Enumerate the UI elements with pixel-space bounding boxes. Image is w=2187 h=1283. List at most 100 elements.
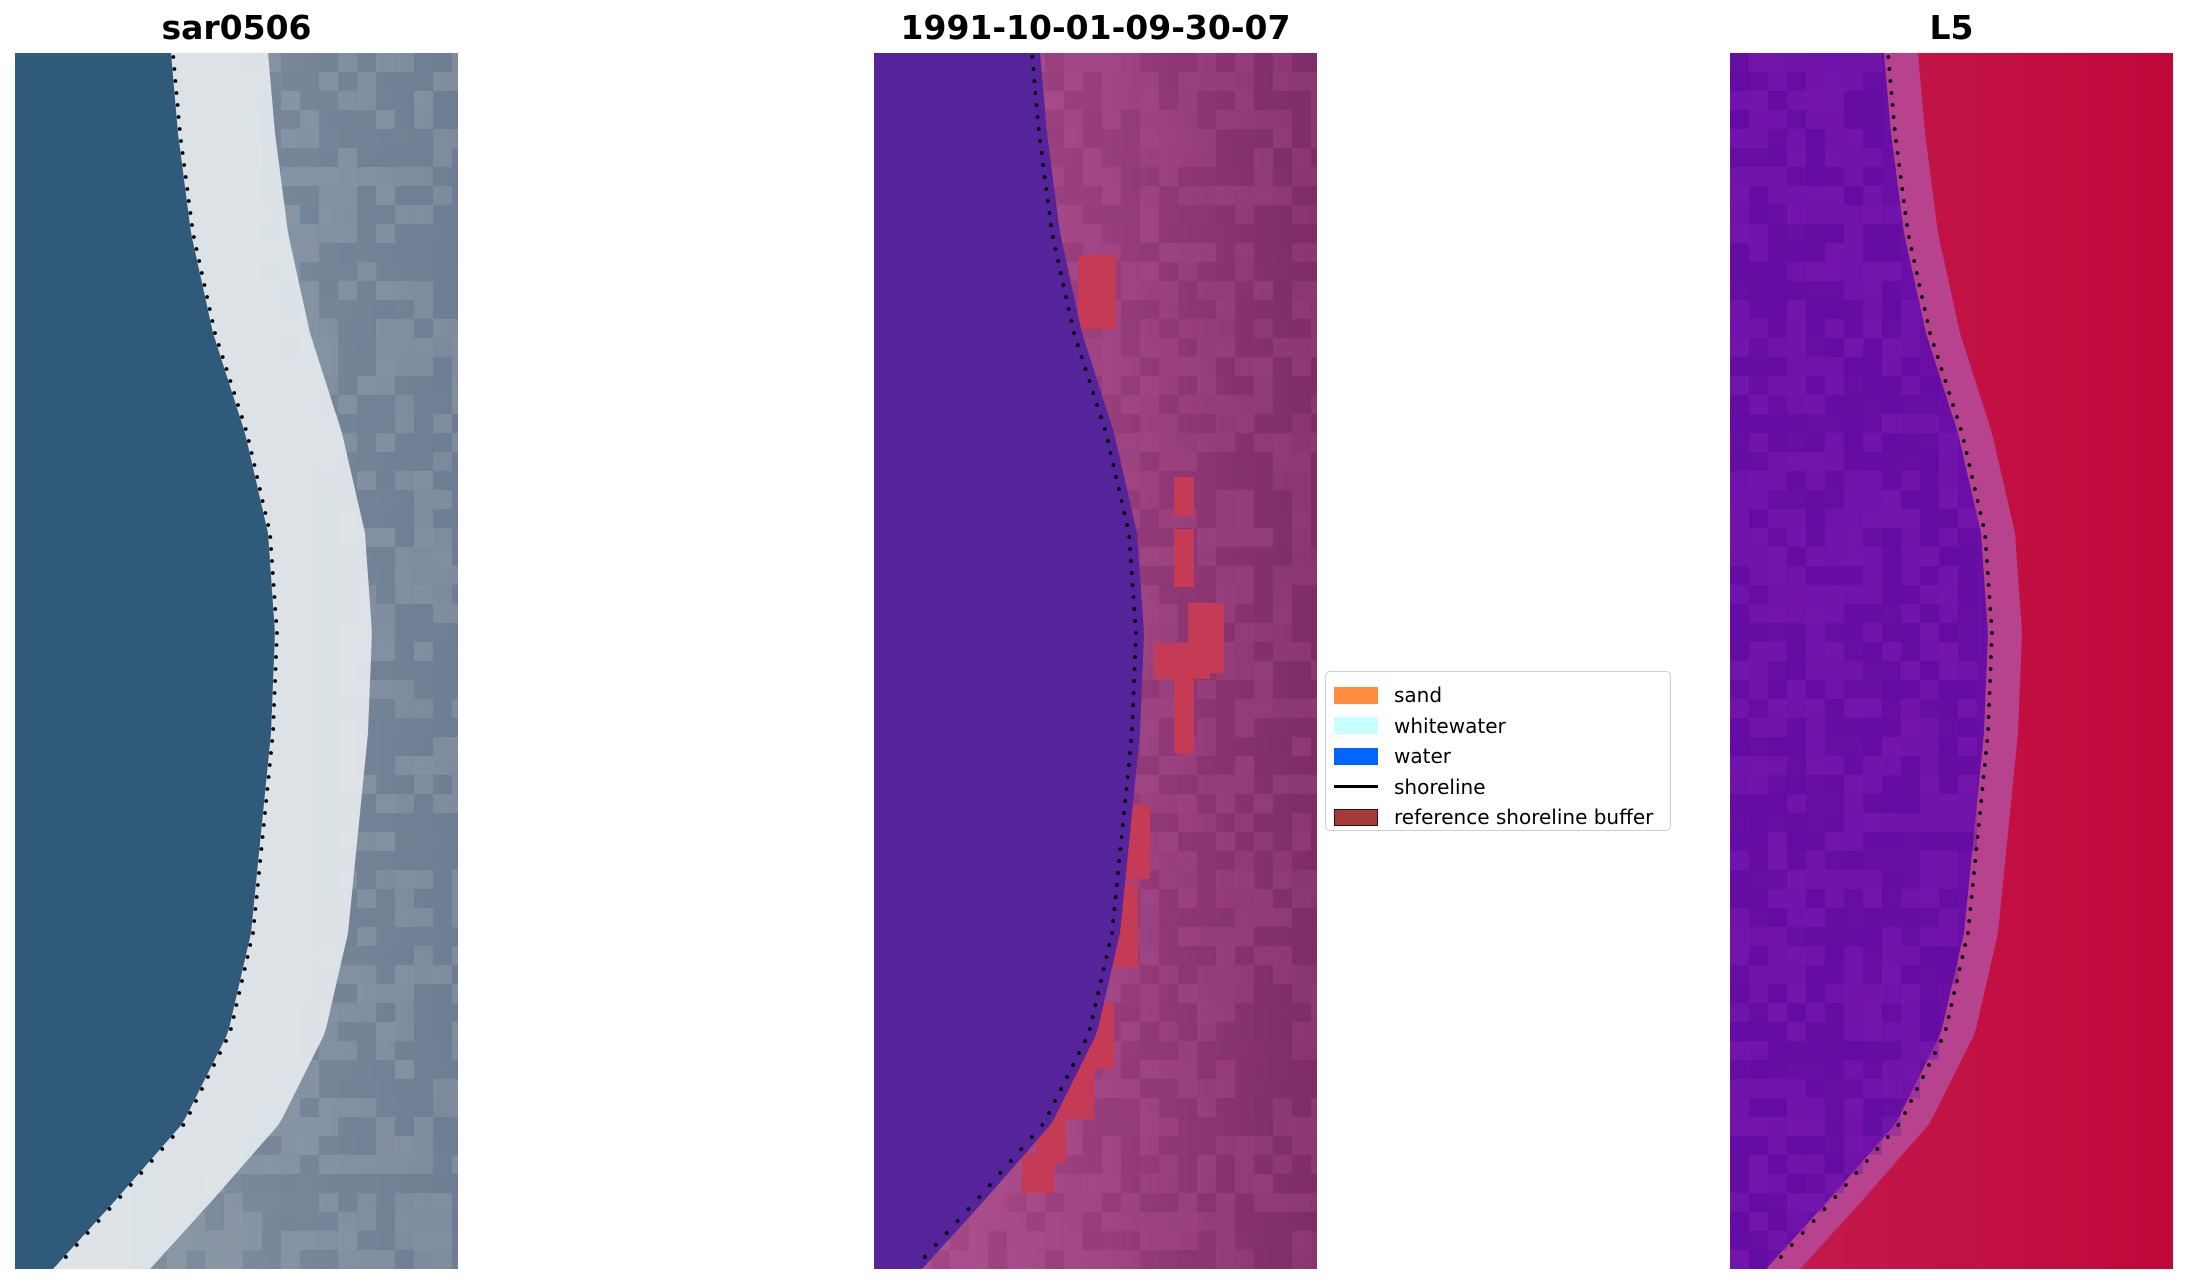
shoreline-dot bbox=[1909, 247, 1914, 251]
shoreline-dot bbox=[923, 1255, 927, 1259]
shoreline-dot bbox=[1077, 1051, 1081, 1055]
shoreline-dot bbox=[1898, 175, 1903, 179]
shoreline-dot bbox=[1127, 535, 1132, 539]
shoreline-dot bbox=[270, 559, 274, 563]
shoreline-dot bbox=[1895, 151, 1900, 155]
shoreline-dot bbox=[1896, 1123, 1901, 1127]
shoreline-dot bbox=[1927, 1063, 1931, 1067]
shoreline-dot bbox=[254, 895, 259, 899]
shoreline-dot bbox=[1120, 823, 1125, 827]
shoreline-dot bbox=[1925, 319, 1930, 323]
buffer-swatch bbox=[1334, 808, 1378, 826]
shoreline-dot bbox=[1036, 127, 1041, 131]
index-image-panel bbox=[1730, 53, 2173, 1269]
shoreline-dot bbox=[1967, 463, 1972, 467]
shoreline-dot bbox=[1933, 1051, 1937, 1055]
shoreline-dot bbox=[258, 487, 262, 491]
shoreline-dot bbox=[270, 739, 275, 743]
shoreline-dot bbox=[1891, 115, 1896, 119]
shoreline-dot bbox=[1943, 379, 1948, 383]
shoreline-dot bbox=[212, 1063, 216, 1067]
shoreline-dot bbox=[206, 1075, 210, 1079]
water-swatch bbox=[1334, 747, 1378, 765]
shoreline-dot bbox=[202, 283, 207, 287]
shoreline-dot bbox=[192, 235, 196, 239]
legend-label-whitewater: whitewater bbox=[1394, 713, 1506, 738]
legend-label-shoreline: shoreline bbox=[1394, 774, 1486, 799]
shoreline-dot bbox=[1963, 943, 1968, 947]
shoreline-dot bbox=[185, 187, 190, 191]
shoreline-dot bbox=[1133, 643, 1138, 647]
shoreline-dot bbox=[1921, 1075, 1925, 1079]
legend-item-whitewater: whitewater bbox=[1334, 711, 1670, 742]
shoreline-dot bbox=[1978, 811, 1982, 815]
shoreline-dot bbox=[1035, 115, 1040, 119]
shoreline-dot bbox=[245, 955, 250, 959]
shoreline-dot bbox=[1975, 835, 1980, 839]
shoreline-dot bbox=[1049, 223, 1053, 227]
shoreline-dot bbox=[205, 295, 210, 299]
shoreline-dot bbox=[263, 811, 267, 815]
shoreline-dot bbox=[1800, 1231, 1805, 1235]
shoreline-dot bbox=[272, 703, 276, 707]
shoreline-dot bbox=[1131, 691, 1136, 695]
shoreline-dot bbox=[270, 571, 275, 575]
legend-label-sand: sand bbox=[1394, 683, 1443, 708]
shoreline-dot bbox=[96, 1219, 101, 1223]
shoreline-dot bbox=[255, 883, 260, 887]
shoreline-dot bbox=[1957, 967, 1962, 971]
shoreline-dot bbox=[1822, 1207, 1827, 1211]
shoreline-dot bbox=[1986, 715, 1991, 719]
shoreline-dot bbox=[1030, 55, 1035, 59]
shoreline-dot bbox=[216, 343, 221, 347]
shoreline-dot bbox=[1132, 679, 1136, 683]
shoreline-dot bbox=[188, 211, 193, 215]
shoreline-dot bbox=[1892, 127, 1897, 131]
shoreline-dot bbox=[1987, 595, 1992, 599]
shoreline-dot bbox=[1051, 235, 1055, 239]
shoreline-dot bbox=[1102, 427, 1107, 431]
shoreline-dot bbox=[1988, 667, 1993, 671]
shoreline-dot bbox=[1113, 895, 1118, 899]
shoreline-dot bbox=[139, 1171, 144, 1175]
shoreline-dot bbox=[1897, 163, 1902, 167]
shoreline-dot bbox=[1042, 175, 1047, 179]
shoreline-dot bbox=[1087, 379, 1092, 383]
shoreline-dot bbox=[1117, 859, 1122, 863]
shoreline-dot bbox=[1986, 583, 1991, 587]
shoreline-dot bbox=[1955, 979, 1959, 983]
shoreline-dot bbox=[955, 1219, 960, 1223]
panel-title-index: L5 bbox=[1929, 8, 1974, 47]
shoreline-dot bbox=[1989, 619, 1994, 623]
shoreline-dot bbox=[1900, 187, 1905, 191]
shoreline-dot bbox=[1125, 775, 1130, 779]
shoreline-dot bbox=[272, 595, 277, 599]
shoreline-dot bbox=[1105, 439, 1110, 443]
shoreline-dot bbox=[1917, 283, 1922, 287]
shoreline-dot bbox=[1072, 331, 1076, 335]
shoreline-dot bbox=[186, 199, 191, 203]
shoreline-dot bbox=[1981, 775, 1986, 779]
shoreline-dot bbox=[200, 1087, 204, 1091]
shoreline-dot bbox=[210, 319, 215, 323]
shoreline-dot bbox=[253, 907, 258, 911]
shoreline-dot bbox=[199, 271, 204, 275]
shoreline-dot bbox=[171, 55, 176, 59]
shoreline-dot bbox=[266, 775, 271, 779]
shoreline-dot bbox=[259, 847, 264, 851]
shoreline-dot bbox=[1886, 55, 1891, 59]
shoreline-dot bbox=[1952, 991, 1957, 995]
shoreline-dot bbox=[1066, 307, 1071, 311]
rgb-image bbox=[15, 53, 458, 1269]
shoreline-dot bbox=[1119, 499, 1124, 503]
shoreline-dot bbox=[1990, 631, 1994, 635]
shoreline-dot bbox=[966, 1207, 971, 1211]
legend-label-water: water bbox=[1394, 744, 1451, 769]
shoreline-dot bbox=[237, 991, 242, 995]
shoreline-dot bbox=[85, 1231, 90, 1235]
shoreline-dot bbox=[1970, 475, 1974, 479]
shoreline-dot bbox=[269, 751, 273, 755]
shoreline-dot bbox=[181, 1123, 186, 1127]
shoreline-dot bbox=[1131, 595, 1136, 599]
shoreline-dot bbox=[1128, 547, 1132, 551]
